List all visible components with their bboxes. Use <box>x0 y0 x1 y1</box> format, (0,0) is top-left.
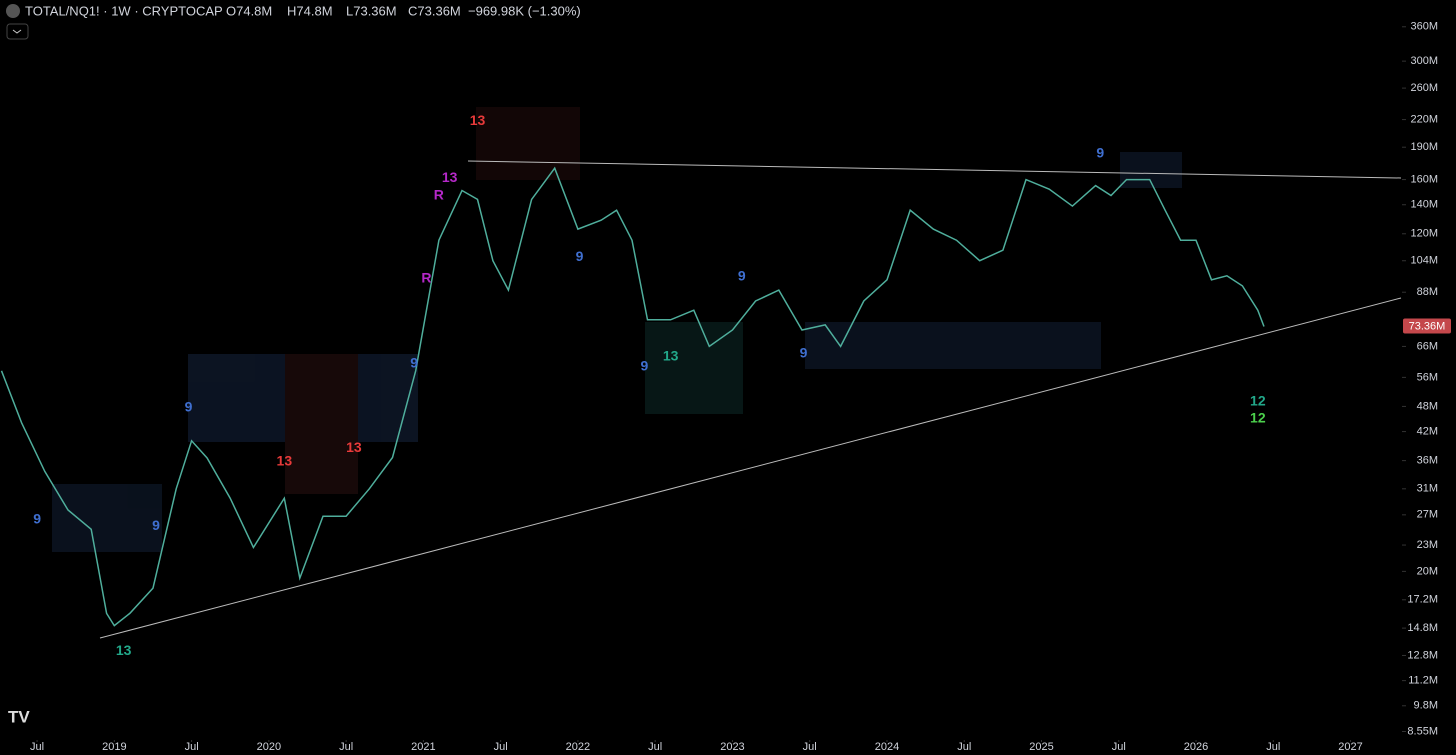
annotation: 9 <box>800 344 808 360</box>
y-tick-label: 360M <box>1410 21 1438 33</box>
resistance-line <box>467 160 1402 179</box>
zone <box>285 354 358 494</box>
x-tick-label: 2025 <box>1029 741 1053 753</box>
annotation: R <box>434 186 444 202</box>
y-tick-label: 56M <box>1417 371 1438 383</box>
annotation: 9 <box>738 267 746 283</box>
y-tick-label: 20M <box>1417 565 1438 577</box>
y-tick-label: 12.8M <box>1407 649 1438 661</box>
y-tick-label: 190M <box>1410 141 1438 153</box>
annotation: 9 <box>1096 144 1104 160</box>
y-tick-label: 120M <box>1410 228 1438 240</box>
x-tick-label: 2026 <box>1184 741 1208 753</box>
zone <box>52 484 162 552</box>
high: H74.8M <box>287 3 333 18</box>
annotation: 13 <box>470 112 486 128</box>
y-tick-label: 220M <box>1410 113 1438 125</box>
x-tick-label: 2022 <box>566 741 590 753</box>
y-tick-label: 42M <box>1417 425 1438 437</box>
x-tick-label: Jul <box>30 741 44 753</box>
y-tick-label: 140M <box>1410 199 1438 211</box>
zone <box>476 107 580 180</box>
y-tick-label: 88M <box>1417 286 1438 298</box>
x-tick-label: Jul <box>339 741 353 753</box>
annotation: 9 <box>152 517 160 533</box>
y-tick-label: 104M <box>1410 255 1438 267</box>
y-tick-label: 17.2M <box>1407 594 1438 606</box>
header: TOTAL/NQ1! · 1W · CRYPTOCAP O74.8M H74.8… <box>6 3 581 40</box>
low: L73.36M <box>346 3 397 18</box>
y-tick-label: 300M <box>1410 55 1438 67</box>
symbol: TOTAL/NQ1! · 1W · CRYPTOCAP <box>25 3 223 18</box>
x-tick-label: Jul <box>1266 741 1280 753</box>
x-tick-label: 2020 <box>257 741 281 753</box>
x-tick-label: 2023 <box>720 741 744 753</box>
last-price-badge <box>1403 318 1451 334</box>
open: O74.8M <box>226 3 272 18</box>
x-tick-label: Jul <box>185 741 199 753</box>
chevron <box>12 29 22 34</box>
annotation: 13 <box>663 347 679 363</box>
x-tick-label: 2019 <box>102 741 126 753</box>
y-tick-label: 23M <box>1417 539 1438 551</box>
annotation: 9 <box>33 510 41 526</box>
x-tick-label: Jul <box>494 741 508 753</box>
collapse-button[interactable] <box>6 23 29 40</box>
annotation: 9 <box>185 398 193 414</box>
y-tick-label: 9.8M <box>1414 700 1438 712</box>
y-tick-label: 48M <box>1417 400 1438 412</box>
y-tick-label: 8.55M <box>1407 725 1438 737</box>
x-tick-label: Jul <box>957 741 971 753</box>
y-tick-label: 36M <box>1417 455 1438 467</box>
annotation: 13 <box>116 642 132 658</box>
symbol-icon <box>6 4 20 18</box>
close: C73.36M <box>408 3 461 18</box>
y-tick-label: 160M <box>1410 173 1438 185</box>
y-tick-label: 27M <box>1417 509 1438 521</box>
annotation: 13 <box>277 452 293 468</box>
annotation: 9 <box>640 357 648 373</box>
zone <box>645 322 743 414</box>
annotation: 9 <box>410 354 418 370</box>
logo: TV <box>8 707 30 726</box>
change: −969.98K (−1.30%) <box>468 3 581 18</box>
last-price-label: 73.36M <box>1409 320 1446 332</box>
x-tick-label: 2024 <box>875 741 899 753</box>
y-tick-label: 14.8M <box>1407 622 1438 634</box>
support-line <box>99 297 1402 639</box>
x-tick-label: Jul <box>1112 741 1126 753</box>
annotation: 9 <box>576 248 584 264</box>
price-line <box>0 166 1265 627</box>
annotation: R <box>421 269 431 285</box>
annotation: 12 <box>1250 409 1266 425</box>
zone <box>805 322 1101 369</box>
annotation: 13 <box>346 439 362 455</box>
y-tick-label: 66M <box>1417 340 1438 352</box>
annotation: 12 <box>1250 392 1266 408</box>
x-tick-label: Jul <box>803 741 817 753</box>
annotation: 13 <box>442 169 458 185</box>
x-tick-label: 2027 <box>1338 741 1362 753</box>
y-tick-label: 11.2M <box>1408 675 1438 687</box>
y-tick-label: 260M <box>1410 82 1438 94</box>
x-tick-label: 2021 <box>411 741 435 753</box>
x-tick-label: Jul <box>648 741 662 753</box>
y-tick-label: 31M <box>1417 483 1438 495</box>
